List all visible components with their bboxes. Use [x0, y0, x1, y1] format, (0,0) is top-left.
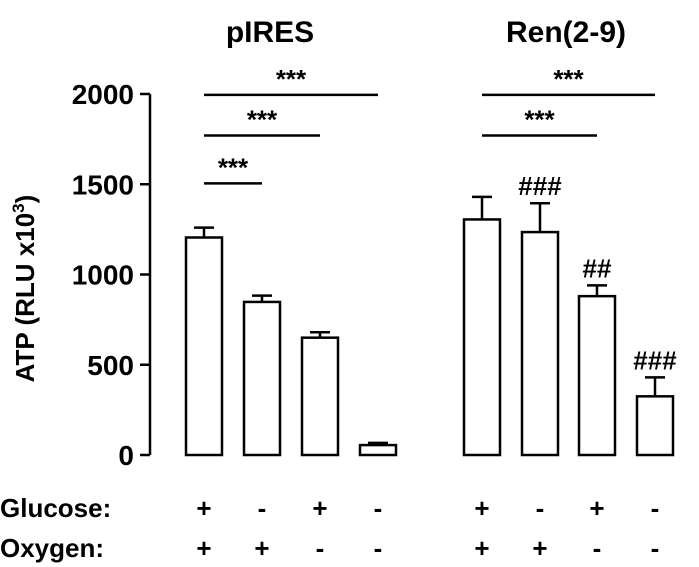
oxygen-sign: +	[532, 533, 547, 563]
row-label: Glucose:	[0, 493, 111, 523]
oxygen-sign: +	[254, 533, 269, 563]
glucose-sign: +	[312, 493, 327, 523]
y-axis-label-close: )	[10, 195, 40, 204]
bar-annotation: ###	[633, 345, 677, 375]
bar	[635, 395, 675, 457]
y-axis-label: ATP (RLU x103)	[9, 195, 40, 383]
bar	[577, 294, 617, 457]
glucose-sign: +	[474, 493, 489, 523]
oxygen-sign: -	[374, 533, 383, 563]
y-tick-label: 0	[118, 440, 134, 471]
glucose-sign: +	[589, 493, 604, 523]
oxygen-sign: -	[316, 533, 325, 563]
y-tick-label: 500	[87, 350, 134, 381]
bar-annotation: ###	[518, 171, 562, 201]
significance-label: ***	[218, 152, 249, 182]
bar-annotation: ##	[583, 253, 612, 283]
bar	[184, 236, 224, 457]
glucose-sign: -	[536, 493, 545, 523]
labels: pIRES Ren(2-9) + + - + + - - - + + ### - + ## + - ### - - Glu…	[0, 16, 677, 563]
glucose-sign: -	[258, 493, 267, 523]
group-title: Ren(2-9)	[506, 16, 626, 49]
group-title: pIRES	[226, 16, 314, 49]
row-label: Oxygen:	[0, 533, 104, 563]
significance-label: ***	[524, 105, 555, 135]
bar	[462, 218, 502, 457]
bar	[358, 443, 398, 457]
oxygen-sign: -	[593, 533, 602, 563]
oxygen-sign: +	[474, 533, 489, 563]
oxygen-sign: +	[196, 533, 211, 563]
y-tick-label: 1000	[72, 260, 134, 291]
glucose-sign: -	[374, 493, 383, 523]
axes: 0 500 1000 1500 2000 ATP (RLU x103)	[9, 79, 152, 471]
bars	[184, 195, 675, 457]
significance-label: ***	[247, 105, 278, 135]
bar	[242, 300, 282, 457]
glucose-sign: -	[651, 493, 660, 523]
significance-label: ***	[276, 64, 307, 94]
y-axis-label-main: ATP (RLU x10	[10, 213, 40, 383]
significance-label: ***	[553, 64, 584, 94]
bar	[520, 230, 560, 457]
glucose-sign: +	[196, 493, 211, 523]
y-tick-label: 2000	[72, 79, 134, 110]
bar	[300, 336, 340, 457]
oxygen-sign: -	[651, 533, 660, 563]
y-axis-label-superscript: 3	[9, 203, 28, 212]
y-tick-label: 1500	[72, 169, 134, 200]
